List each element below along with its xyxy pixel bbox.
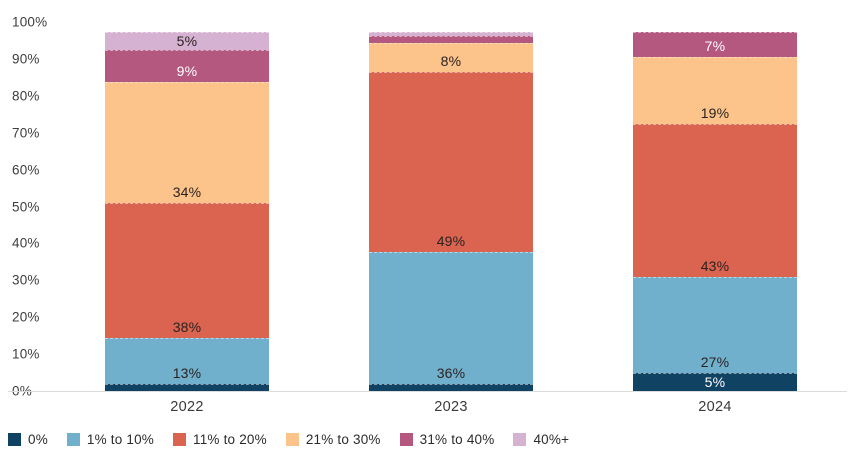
bar-segment: 5% <box>105 31 269 50</box>
bar-segment: 13% <box>105 337 269 384</box>
segment-value-label: 34% <box>172 183 202 200</box>
bar-2022: 13% 38% 34% 9% 5% <box>105 22 269 391</box>
bar-segment: 27% <box>633 277 797 374</box>
segment-value-label: 7% <box>704 37 726 54</box>
legend-swatch-icon <box>8 433 21 446</box>
bar-segment: 38% <box>105 202 269 338</box>
bar-segment: 49% <box>369 72 533 252</box>
segment-value-label: 49% <box>436 232 466 249</box>
x-axis-label: 2024 <box>698 399 732 415</box>
segment-value-label: 9% <box>176 62 198 79</box>
bar-segment <box>369 383 533 391</box>
bar-segment <box>369 31 533 36</box>
y-axis-tick-label: 40% <box>12 235 40 251</box>
y-axis-tick-label: 70% <box>12 125 40 141</box>
segment-value-label: 19% <box>700 105 730 122</box>
segment-value-label: 38% <box>172 318 202 335</box>
segment-value-label: 5% <box>176 32 198 49</box>
y-axis-tick-label: 50% <box>12 199 40 214</box>
legend-swatch-icon <box>399 433 413 446</box>
plot-area: 13% 38% 34% 9% 5% 36% 49% 8% 5% 27% 43% 19% 7% <box>55 22 847 391</box>
bar-segment <box>369 35 533 43</box>
legend-item-label: 11% to 20% <box>193 432 267 447</box>
legend-swatch-icon <box>513 433 527 446</box>
y-axis-tick-label: 100% <box>12 14 48 30</box>
bar-segment <box>105 383 269 391</box>
legend-swatch-icon <box>285 433 299 446</box>
bar-segment: 5% <box>633 373 797 391</box>
legend-item-label: 40%+ <box>533 432 570 447</box>
bar-segment: 19% <box>633 56 797 125</box>
legend-item-5: 40%+ <box>513 432 569 447</box>
legend-item-1: 1% to 10% <box>66 432 155 447</box>
x-axis-labels: 2022 2023 2024 <box>55 399 847 415</box>
legend-item-label: 0% <box>28 432 48 447</box>
category-slot-2023: 36% 49% 8% <box>319 22 583 391</box>
segment-value-label: 36% <box>436 364 466 381</box>
legend-item-label: 31% to 40% <box>419 432 495 447</box>
bar-2023: 36% 49% 8% <box>369 22 533 391</box>
y-axis-tick-label: 20% <box>12 309 40 325</box>
segment-value-label: 8% <box>440 53 462 70</box>
y-axis-tick-label: 90% <box>12 51 40 67</box>
legend-item-3: 21% to 30% <box>285 432 381 447</box>
segment-value-label: 5% <box>704 374 726 390</box>
y-axis-tick-label: 10% <box>12 346 40 362</box>
legend-item-4: 31% to 40% <box>399 432 495 447</box>
legend-swatch-icon <box>173 433 187 446</box>
legend-swatch-icon <box>66 433 80 446</box>
legend-item-0: 0% <box>8 432 48 447</box>
x-axis-label: 2023 <box>434 399 468 415</box>
bar-segment: 7% <box>633 31 797 57</box>
bars-container: 13% 38% 34% 9% 5% 36% 49% 8% 5% 27% 43% 19% 7% <box>55 22 847 391</box>
bar-segment: 34% <box>105 81 269 203</box>
y-axis-tick-label: 30% <box>12 272 40 288</box>
legend-item-label: 21% to 30% <box>305 432 381 447</box>
category-slot-2022: 13% 38% 34% 9% 5% <box>55 22 319 391</box>
legend-item-label: 1% to 10% <box>86 432 155 447</box>
category-slot-2024: 5% 27% 43% 19% 7% <box>583 22 847 391</box>
segment-value-label: 43% <box>700 258 730 275</box>
y-axis-tick-label: 60% <box>12 162 40 178</box>
bar-segment: 9% <box>105 49 269 82</box>
x-axis-label: 2022 <box>170 399 204 415</box>
bar-segment: 8% <box>369 42 533 73</box>
x-axis-line <box>8 391 847 392</box>
bar-2024: 5% 27% 43% 19% 7% <box>633 22 797 391</box>
segment-value-label: 13% <box>172 364 202 381</box>
y-axis: 0% 10% 20% 30% 40% 50% 60% 70% 80% 90% 100% <box>12 15 56 399</box>
segment-value-label: 27% <box>700 354 730 371</box>
y-axis-tick-label: 80% <box>12 88 40 104</box>
legend: 0% 1% to 10% 11% to 20% 21% to 30% 31% to 40… <box>8 432 569 447</box>
legend-item-2: 11% to 20% <box>173 432 267 447</box>
bar-segment: 36% <box>369 251 533 384</box>
bar-segment: 43% <box>633 124 797 278</box>
